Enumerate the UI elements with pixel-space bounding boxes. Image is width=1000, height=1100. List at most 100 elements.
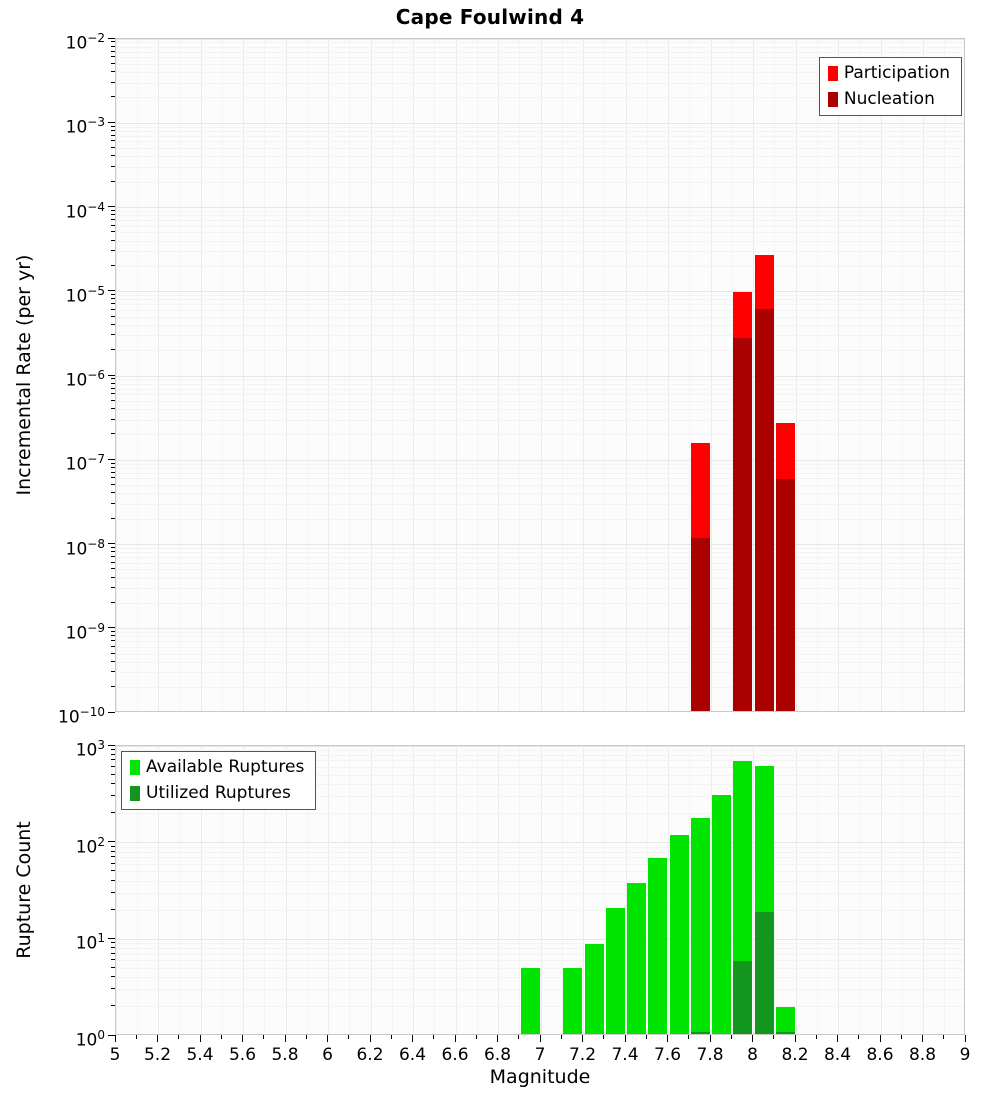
x-tick-label: 6 xyxy=(322,1045,333,1065)
grid-line-vertical xyxy=(753,746,754,1034)
grid-line-horizontal-minor xyxy=(116,304,964,306)
x-tick xyxy=(497,1035,498,1042)
y-minor-tick xyxy=(111,812,115,814)
grid-line-horizontal-minor xyxy=(116,335,964,337)
y-minor-tick xyxy=(111,387,115,389)
y-minor-tick xyxy=(111,640,115,642)
x-minor-tick xyxy=(943,1035,945,1039)
y-minor-tick xyxy=(111,315,115,317)
utilized-ruptures-bar xyxy=(690,1032,710,1034)
grid-line-horizontal-minor xyxy=(116,42,964,44)
grid-line-vertical xyxy=(264,39,266,711)
grid-line-horizontal-minor xyxy=(116,97,964,99)
y-minor-tick xyxy=(111,125,115,127)
y-minor-tick xyxy=(111,378,115,380)
grid-line-horizontal-minor xyxy=(116,967,964,969)
grid-line-vertical xyxy=(901,39,903,711)
grid-line-vertical xyxy=(243,39,244,711)
grid-line-horizontal-minor xyxy=(116,749,964,751)
x-tick xyxy=(454,1035,456,1042)
x-minor-tick xyxy=(263,1035,265,1039)
y-minor-tick xyxy=(111,209,115,211)
y-minor-tick xyxy=(111,856,115,858)
y-minor-tick xyxy=(111,959,115,961)
grid-line-horizontal-minor xyxy=(116,394,964,396)
grid-line-horizontal-minor xyxy=(116,766,964,768)
grid-line-horizontal-minor xyxy=(116,813,964,815)
available-ruptures-bar xyxy=(584,943,604,1034)
grid-line-horizontal-minor xyxy=(116,851,964,853)
grid-line-horizontal-minor xyxy=(116,588,964,590)
y-tick-label: 103 xyxy=(75,738,105,761)
grid-line-vertical xyxy=(838,746,839,1034)
y-minor-tick xyxy=(111,62,115,64)
grid-line-horizontal-minor xyxy=(116,569,964,571)
x-tick xyxy=(327,1035,328,1042)
x-tick-label: 6.6 xyxy=(441,1045,469,1065)
y-minor-tick xyxy=(111,433,115,435)
x-minor-tick xyxy=(348,1035,350,1039)
x-minor-tick xyxy=(730,1035,732,1039)
y-tick xyxy=(108,458,115,460)
y-minor-tick xyxy=(111,850,115,852)
grid-line-vertical xyxy=(880,746,882,1034)
grid-line-vertical xyxy=(795,746,797,1034)
y-minor-tick xyxy=(111,303,115,305)
grid-line-vertical xyxy=(561,746,563,1034)
grid-line-vertical xyxy=(306,746,308,1034)
y-minor-tick xyxy=(111,966,115,968)
y-tick-label: 10−5 xyxy=(65,283,105,307)
grid-line-vertical xyxy=(476,39,478,711)
utilized-ruptures-swatch xyxy=(130,785,140,801)
grid-line-vertical xyxy=(221,746,223,1034)
grid-line-vertical xyxy=(519,746,521,1034)
y-minor-tick xyxy=(111,418,115,420)
x-tick xyxy=(837,1035,838,1042)
y-tick xyxy=(108,937,115,939)
x-minor-tick xyxy=(475,1035,477,1039)
y-minor-tick xyxy=(111,879,115,881)
available-ruptures-bar xyxy=(690,817,710,1034)
y-minor-tick xyxy=(111,551,115,553)
y-tick xyxy=(108,374,115,376)
y-tick-label: 10−6 xyxy=(65,368,105,391)
grid-line-horizontal-minor xyxy=(116,577,964,579)
y-minor-tick xyxy=(111,748,115,750)
grid-line-vertical xyxy=(476,746,478,1034)
grid-line-vertical xyxy=(944,39,946,711)
grid-line-horizontal-minor xyxy=(116,130,964,132)
chart-title: Cape Foulwind 4 xyxy=(395,5,585,29)
grid-line-horizontal xyxy=(116,628,964,630)
grid-line-horizontal-minor xyxy=(116,400,964,402)
grid-line-horizontal-minor xyxy=(116,309,964,311)
y-minor-tick xyxy=(111,645,115,647)
y-minor-tick xyxy=(111,561,115,563)
y-minor-tick xyxy=(111,502,115,504)
x-tick-label: 8.6 xyxy=(866,1045,894,1065)
grid-line-horizontal-minor xyxy=(116,82,964,84)
grid-line-vertical xyxy=(838,39,839,711)
grid-line-horizontal-minor xyxy=(116,225,964,227)
y-minor-tick xyxy=(111,862,115,864)
grid-line-horizontal xyxy=(116,746,964,747)
x-minor-tick xyxy=(773,1035,775,1039)
grid-line-vertical xyxy=(774,746,776,1034)
x-tick-label: 5 xyxy=(109,1045,121,1065)
grid-line-horizontal-minor xyxy=(116,960,964,962)
grid-line-vertical xyxy=(646,39,648,711)
grid-line-vertical xyxy=(689,39,691,711)
grid-line-horizontal xyxy=(116,938,964,940)
x-tick xyxy=(242,1035,243,1042)
grid-line-vertical xyxy=(434,746,436,1034)
grid-line-horizontal-minor xyxy=(116,754,964,756)
utilized-ruptures-bar xyxy=(733,960,753,1034)
grid-line-horizontal-minor xyxy=(116,977,964,979)
x-minor-tick xyxy=(645,1035,647,1039)
nucleation-swatch xyxy=(827,91,838,107)
rate-legend: Participation Nucleation xyxy=(818,57,962,116)
grid-line-horizontal-minor xyxy=(116,409,964,411)
y-minor-tick xyxy=(111,477,115,479)
grid-line-vertical xyxy=(753,39,754,711)
y-minor-tick xyxy=(111,635,115,637)
grid-line-horizontal-minor xyxy=(116,846,964,848)
